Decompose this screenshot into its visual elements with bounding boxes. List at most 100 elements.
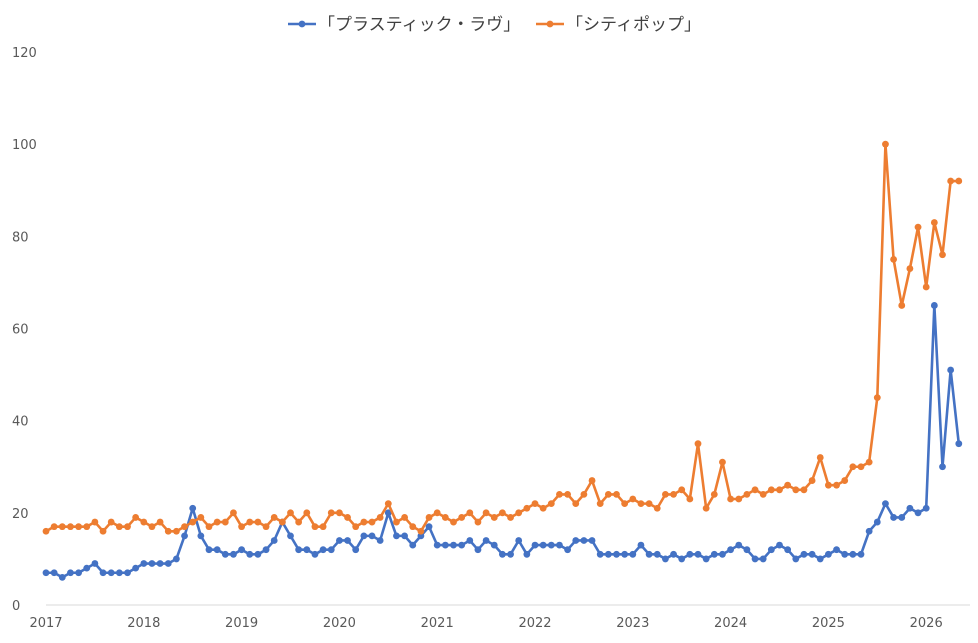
- data-point: [238, 523, 246, 531]
- legend-label: 「シティポップ」: [566, 15, 701, 35]
- data-point: [588, 537, 596, 544]
- data-point: [140, 518, 148, 526]
- data-point: [825, 481, 832, 489]
- data-point: [376, 514, 384, 521]
- data-point: [319, 546, 327, 554]
- data-point: [42, 569, 50, 577]
- series-line: [44, 142, 961, 533]
- x-tick-label: 2020: [323, 616, 356, 631]
- data-point: [336, 537, 343, 544]
- data-point: [311, 523, 319, 531]
- data-point: [767, 486, 775, 494]
- data-point: [743, 546, 751, 554]
- data-point: [295, 546, 303, 554]
- data-point: [433, 541, 441, 549]
- data-point: [124, 523, 131, 531]
- legend-dot-marker: [546, 20, 554, 28]
- data-point: [393, 532, 400, 540]
- data-point: [710, 550, 718, 558]
- data-point: [922, 283, 930, 291]
- data-point: [906, 265, 914, 272]
- data-point: [596, 500, 604, 508]
- data-point: [539, 541, 547, 549]
- legend-item: 「シティポップ」: [536, 15, 701, 35]
- data-point: [645, 550, 653, 558]
- data-point: [816, 555, 824, 563]
- data-point: [662, 491, 669, 498]
- data-point: [800, 550, 808, 558]
- data-point: [735, 495, 743, 503]
- data-point: [816, 454, 824, 461]
- data-point: [67, 523, 74, 531]
- data-point: [140, 560, 148, 567]
- data-point: [181, 523, 188, 531]
- data-point: [955, 440, 963, 448]
- data-point: [572, 537, 580, 544]
- data-point: [91, 518, 99, 526]
- data-point: [401, 514, 408, 521]
- data-point: [270, 537, 278, 544]
- data-point: [857, 550, 865, 558]
- data-point: [686, 550, 694, 558]
- data-point: [164, 560, 172, 567]
- data-point: [450, 518, 457, 526]
- data-point: [499, 550, 506, 558]
- legend-dot-marker: [298, 20, 306, 28]
- data-point: [613, 550, 620, 558]
- x-tick-label: 2018: [127, 616, 160, 631]
- data-point: [523, 550, 531, 558]
- data-point: [246, 550, 254, 558]
- x-tick-label: 2017: [29, 616, 62, 631]
- y-tick-label: 120: [12, 46, 37, 61]
- data-point: [205, 523, 213, 531]
- data-point: [515, 509, 523, 517]
- data-point: [751, 555, 759, 563]
- series-2: [42, 140, 963, 535]
- data-point: [653, 504, 661, 512]
- data-point: [327, 546, 335, 554]
- data-point: [882, 140, 889, 148]
- data-point: [930, 219, 938, 226]
- data-point: [189, 518, 197, 526]
- data-point: [107, 569, 115, 577]
- data-point: [825, 550, 832, 558]
- data-point: [156, 518, 164, 526]
- data-point: [311, 550, 319, 558]
- data-point: [604, 550, 612, 558]
- data-point: [115, 569, 123, 577]
- data-point: [336, 509, 343, 517]
- data-point: [360, 532, 368, 540]
- data-point: [474, 546, 482, 554]
- data-point: [898, 302, 906, 309]
- data-point: [507, 550, 514, 558]
- data-point: [792, 555, 800, 563]
- data-point: [865, 458, 873, 466]
- data-point: [189, 504, 197, 512]
- data-point: [433, 509, 441, 517]
- data-point: [482, 509, 490, 517]
- data-point: [841, 550, 849, 558]
- data-point: [466, 509, 474, 517]
- data-point: [890, 255, 897, 263]
- data-point: [800, 486, 808, 494]
- legend-item: 「プラスティック・ラヴ」: [288, 15, 520, 35]
- data-point: [588, 477, 596, 484]
- data-point: [662, 555, 669, 563]
- data-point: [547, 541, 555, 549]
- data-point: [132, 514, 140, 521]
- data-point: [499, 509, 506, 517]
- data-point: [890, 514, 897, 521]
- data-point: [99, 569, 107, 577]
- data-point: [50, 523, 58, 531]
- data-point: [947, 177, 955, 185]
- data-point: [767, 546, 775, 554]
- y-tick-label: 100: [12, 138, 37, 153]
- data-point: [425, 523, 433, 531]
- data-point: [287, 532, 294, 540]
- data-point: [295, 518, 303, 526]
- data-point: [221, 518, 229, 526]
- data-point: [882, 500, 889, 508]
- data-point: [776, 541, 783, 549]
- data-point: [670, 491, 677, 498]
